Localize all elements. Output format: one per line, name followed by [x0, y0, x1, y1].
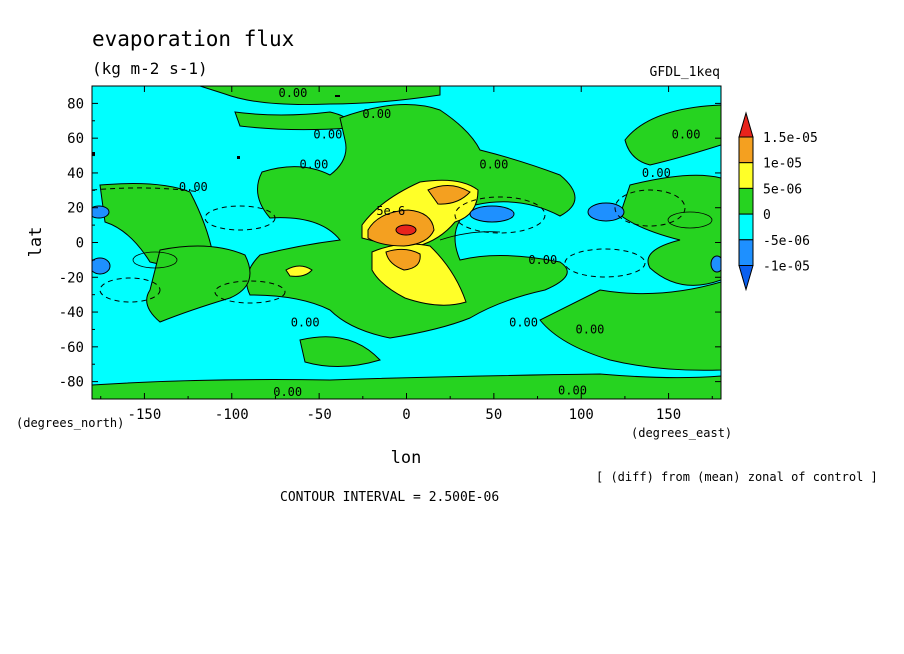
x-tick-label: 150: [656, 407, 681, 423]
x-tick-label: -50: [306, 407, 331, 423]
contour-label: 0.00: [479, 157, 508, 171]
contour-labels: 0.00 0.00 0.00 0.00 0.00 0.00 0.00 0.00 5e-6 0.00…: [179, 86, 701, 399]
chart-units: (kg m-2 s-1): [92, 59, 208, 78]
neg-contour-1: [204, 205, 276, 231]
contour-label: 0.00: [672, 128, 701, 142]
colorbar-segment: [738, 111, 754, 138]
contour-label: 0.00: [313, 128, 342, 142]
y-axis: 80 60 40 20 0 -20 -40 -60 -80: [59, 85, 721, 400]
region-north-upper: [427, 185, 471, 205]
x-tick-label: 50: [485, 407, 502, 423]
contour-interval: CONTOUR INTERVAL = 2.500E-06: [280, 490, 499, 505]
y-tick-label: -20: [59, 270, 84, 286]
region-south-core: [385, 248, 421, 271]
region-northeast: [624, 104, 721, 166]
pos-contour-1: [132, 251, 178, 269]
y-axis-label: lat: [26, 227, 46, 258]
y-tick-label: 40: [67, 166, 84, 182]
region-neg-east-edge: [710, 255, 721, 273]
y-tick-label: -40: [59, 305, 84, 321]
region-south-west: [299, 336, 381, 368]
speck-3: [335, 95, 340, 97]
colorbar-segment: [738, 136, 754, 164]
colorbar-label: -5e-06: [763, 234, 810, 249]
y-tick-label: 80: [67, 96, 84, 112]
colorbar-label: 1.5e-05: [763, 131, 818, 146]
model-label: GFDL_1keq: [650, 65, 720, 80]
x-tick-label: 0: [402, 407, 410, 423]
colorbar-label: 1e-05: [763, 157, 802, 172]
colorbar-segment: [738, 213, 754, 241]
speck-2: [92, 152, 95, 155]
contour-label: 0.00: [642, 166, 671, 180]
colorbar-segment: [738, 239, 754, 267]
speck-1: [237, 156, 240, 159]
region-neg-east2: [587, 202, 625, 222]
x-tick-label: -100: [215, 407, 249, 423]
contour-label: 0.00: [509, 315, 538, 329]
region-neg-east1: [469, 205, 515, 223]
region-neg-west2: [92, 257, 111, 275]
chart-title: evaporation flux: [92, 27, 294, 51]
contour-label: 5e-6: [376, 204, 405, 218]
contour-label: 0.00: [278, 86, 307, 100]
region-east-equatorial: [619, 174, 721, 286]
contour-label: 0.00: [528, 253, 557, 267]
pos-contour-2: [667, 211, 713, 229]
region-sw-small: [285, 265, 313, 277]
contour-label: 0.00: [576, 322, 605, 336]
diff-note: [ (diff) from (mean) zonal of control ]: [596, 470, 878, 484]
colorbar-segment: [738, 187, 754, 215]
x-tick-label: 100: [569, 407, 594, 423]
colorbar: 1.5e-05 1e-05 5e-06 0 -5e-06 -1e-05: [738, 111, 818, 292]
contour-label: 0.00: [291, 315, 320, 329]
neg-contour-3: [99, 277, 161, 303]
y-tick-label: 60: [67, 131, 84, 147]
contour-label: 0.00: [362, 107, 391, 121]
y-tick-label: 0: [76, 236, 84, 252]
x-axis-label: lon: [391, 448, 422, 468]
neg-contour-6: [614, 189, 686, 227]
y-axis-units: (degrees_north): [16, 416, 124, 430]
contour-label: 0.00: [558, 383, 587, 397]
colorbar-label: 0: [763, 208, 771, 223]
region-east-south: [539, 281, 721, 371]
x-tick-label: -150: [128, 407, 162, 423]
y-tick-label: -60: [59, 340, 84, 356]
neg-contour-7: [92, 187, 201, 193]
neg-contour-2: [214, 280, 286, 304]
contour-label: 0.00: [299, 157, 328, 171]
contour-field: [92, 86, 721, 399]
neg-contour-4: [564, 248, 646, 278]
contour-label: 0.00: [273, 385, 302, 399]
y-tick-label: 20: [67, 201, 84, 217]
pos-contour-3: [439, 231, 501, 241]
colorbar-segment: [738, 265, 754, 292]
region-neg-west1: [92, 205, 110, 219]
contour-label: 0.00: [179, 180, 208, 194]
colorbar-label: 5e-06: [763, 182, 802, 197]
x-axis: -150 -100 -50 0 50 100 150: [100, 86, 713, 423]
region-peak: [395, 224, 417, 236]
colorbar-label: -1e-05: [763, 260, 810, 275]
neg-contour-5: [454, 196, 546, 234]
colorbar-segment: [738, 162, 754, 189]
x-axis-units: (degrees_east): [631, 426, 732, 440]
region-polar-north: [199, 86, 441, 106]
region-polar-south: [92, 373, 721, 399]
y-tick-label: -80: [59, 375, 84, 391]
